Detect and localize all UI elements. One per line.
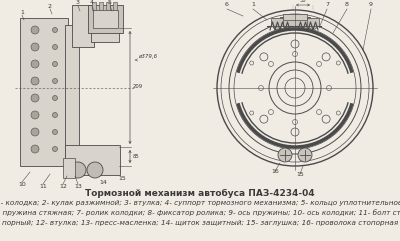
Circle shape (52, 45, 58, 49)
Text: 4: 4 (90, 0, 94, 6)
Text: 15: 15 (118, 175, 126, 181)
Circle shape (31, 43, 39, 51)
Circle shape (278, 148, 292, 162)
Circle shape (52, 79, 58, 83)
Circle shape (52, 27, 58, 33)
Circle shape (70, 162, 86, 178)
Text: 9: 9 (369, 2, 373, 7)
Text: 85: 85 (133, 154, 140, 159)
Text: 3: 3 (76, 0, 80, 6)
Circle shape (31, 145, 39, 153)
Text: 16: 16 (271, 169, 279, 174)
Text: 30: 30 (300, 0, 306, 3)
Bar (280, 17, 310, 26)
Text: 7: 7 (325, 2, 329, 7)
Text: ø379,6: ø379,6 (138, 54, 157, 59)
Circle shape (31, 77, 39, 85)
Circle shape (275, 23, 279, 27)
Text: 5: 5 (108, 0, 112, 6)
Circle shape (298, 148, 312, 162)
Circle shape (52, 61, 58, 67)
Text: 6- пружина стяжная; 7- ролик колодки; 8- фиксатор ролика; 9- ось пружины; 10- ос: 6- пружина стяжная; 7- ролик колодки; 8-… (0, 210, 400, 216)
Circle shape (52, 95, 58, 100)
Bar (99, 2, 103, 10)
Circle shape (52, 113, 58, 118)
Text: 10: 10 (18, 181, 26, 187)
Bar (91, 10, 119, 42)
Text: 209: 209 (133, 85, 143, 89)
Circle shape (31, 26, 39, 34)
Text: 1- колодка; 2- кулак разжимной; 3- втулка; 4- суппорт тормозного механизма; 5- к: 1- колодка; 2- кулак разжимной; 3- втулк… (0, 200, 400, 206)
Circle shape (52, 129, 58, 134)
Bar (93, 10, 118, 28)
Bar (63, 158, 75, 178)
Bar (65, 25, 79, 160)
Text: 6: 6 (225, 2, 229, 7)
Circle shape (31, 111, 39, 119)
Bar (65, 145, 120, 175)
Circle shape (311, 23, 315, 27)
Text: порный; 12- втулка; 13- пресс-масленка; 14- щиток защитный; 15- заглушка; 16- пр: порный; 12- втулка; 13- пресс-масленка; … (2, 220, 398, 226)
Text: 13: 13 (74, 183, 82, 188)
Text: 11: 11 (39, 183, 47, 188)
Bar (88, 5, 123, 33)
Text: Тормозной механизм автобуса ПАЗ-4234-04: Тормозной механизм автобуса ПАЗ-4234-04 (85, 188, 315, 198)
Bar (20, 18, 68, 166)
Circle shape (52, 147, 58, 152)
Text: 14: 14 (99, 181, 107, 186)
Bar (72, 5, 94, 47)
Bar (283, 14, 307, 20)
Circle shape (87, 162, 103, 178)
Text: 8: 8 (345, 2, 349, 7)
Bar (106, 2, 110, 10)
Bar (92, 2, 96, 10)
Bar (307, 18, 319, 26)
Circle shape (272, 20, 282, 29)
Text: 1: 1 (20, 9, 24, 14)
Circle shape (31, 94, 39, 102)
Circle shape (31, 128, 39, 136)
Text: 2: 2 (48, 4, 52, 8)
Circle shape (31, 60, 39, 68)
Text: 12: 12 (59, 183, 67, 188)
Bar (271, 18, 283, 26)
Bar (113, 2, 117, 10)
Text: 15: 15 (296, 172, 304, 177)
Text: 1: 1 (251, 2, 255, 7)
Circle shape (308, 20, 318, 29)
